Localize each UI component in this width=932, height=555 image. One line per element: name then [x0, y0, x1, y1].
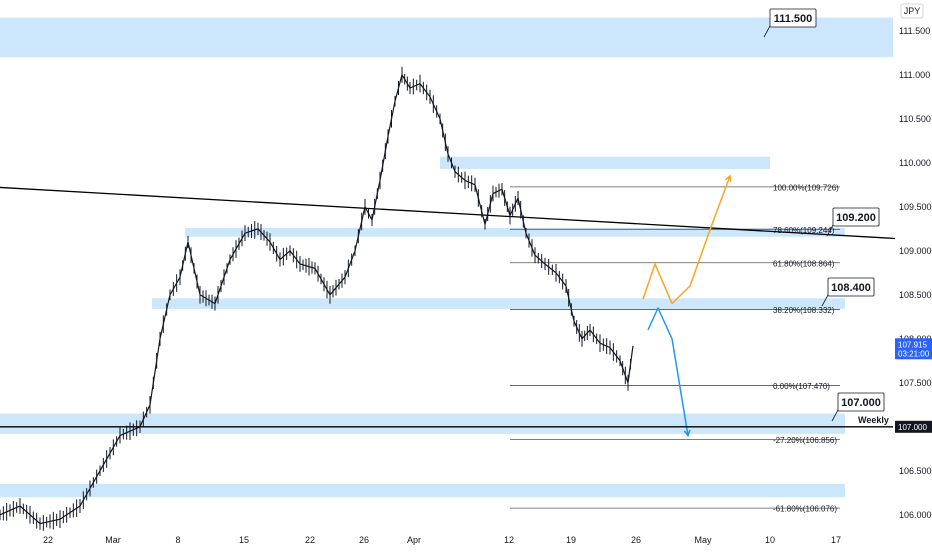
- x-tick-label: 8: [175, 535, 180, 545]
- y-tick-label: 110.500: [899, 114, 931, 124]
- callout-pointer: [763, 25, 771, 38]
- x-tick-label: 26: [631, 535, 641, 545]
- support-resistance-zone: [0, 413, 845, 434]
- callout-box: [827, 277, 875, 297]
- price-callout: 107.000: [831, 392, 885, 422]
- callout-box: [769, 8, 817, 28]
- callout-label: 109.200: [836, 212, 876, 224]
- zones-layer: [0, 17, 893, 498]
- fib-label: -61.80%(106.076): [773, 505, 837, 514]
- x-tick-label: Mar: [105, 535, 121, 545]
- weekly-label: Weekly: [858, 415, 889, 425]
- fib-label: 38.20%(108.332): [773, 306, 835, 315]
- price-callout: 111.500: [763, 8, 817, 38]
- fibonacci-layer: 100.00%(109.726) 78.60%(109.244) 61.80%(10…: [510, 183, 840, 514]
- y-axis[interactable]: 111.500 111.000 110.500 110.000 109.500 109.0…: [895, 26, 932, 520]
- weekly-price-tag: 107.000: [895, 420, 932, 433]
- projection-path: [642, 175, 731, 305]
- x-axis[interactable]: 22 Mar 8 15 22 26 Apr 12 19 26 May 10 17: [43, 535, 841, 545]
- projection-layer: [642, 174, 732, 438]
- callout-label: 107.000: [841, 397, 881, 409]
- y-tick-label: 106.000: [899, 510, 932, 520]
- x-tick-label: 12: [504, 535, 514, 545]
- x-tick-label: May: [694, 535, 712, 545]
- fib-label: -27.20%(106.856): [773, 436, 837, 445]
- price-series-layer: [0, 66, 634, 531]
- y-tick-label: 109.500: [899, 202, 932, 212]
- projection-arrowhead: [724, 174, 732, 183]
- current-price-box: [895, 338, 932, 360]
- current-price-label: 107.915: [898, 340, 927, 349]
- x-tick-label: 15: [239, 535, 249, 545]
- price-callout: 108.400: [821, 277, 875, 307]
- callout-pointer: [826, 224, 834, 237]
- trendline-layer: [0, 186, 896, 240]
- callout-label: 111.500: [774, 13, 813, 25]
- x-tick-label: 22: [305, 535, 315, 545]
- support-resistance-zone: [152, 298, 845, 309]
- callout-pointer: [831, 409, 839, 422]
- projection-arrowhead: [683, 429, 691, 438]
- y-tick-label: 106.500: [899, 466, 932, 476]
- y-tick-label: 110.000: [899, 158, 931, 168]
- weekly-tag-label: 107.000: [898, 423, 927, 432]
- support-resistance-zone: [440, 156, 770, 169]
- fib-label: 61.80%(108.864): [773, 259, 835, 268]
- fib-label: 0.00%(107.470): [773, 382, 830, 391]
- price-callout: 109.200: [826, 207, 880, 237]
- weekly-tag-box: [895, 420, 932, 433]
- x-tick-label: 19: [566, 535, 576, 545]
- fib-label: 100.00%(109.726): [773, 183, 839, 192]
- callout-label: 108.400: [831, 282, 871, 294]
- price-line: [0, 73, 634, 525]
- x-tick-label: Apr: [407, 535, 421, 545]
- countdown-label: 03:21:00: [898, 349, 930, 358]
- y-tick-label: 111.500: [899, 26, 930, 36]
- fib-label: 78.60%(109.244): [773, 226, 835, 235]
- callout-box: [832, 207, 880, 227]
- currency-badge: JPY: [900, 3, 924, 19]
- x-tick-label: 17: [831, 535, 841, 545]
- y-tick-label: 108.500: [899, 290, 932, 300]
- callout-pointer: [821, 294, 829, 307]
- trendline: [0, 186, 896, 240]
- currency-label: JPY: [904, 6, 921, 16]
- callout-box: [837, 392, 885, 412]
- x-tick-label: 10: [765, 535, 775, 545]
- projection-path: [647, 307, 689, 436]
- x-tick-label: 26: [359, 535, 369, 545]
- y-tick-label: 107.500: [899, 378, 932, 388]
- support-resistance-zone: [0, 484, 845, 498]
- support-resistance-zone: [185, 227, 845, 237]
- support-resistance-zone: [0, 17, 893, 58]
- x-tick-label: 22: [43, 535, 53, 545]
- callouts-layer: 111.500 109.200 108.400 107.000: [763, 8, 885, 422]
- y-tick-label: 109.000: [899, 246, 932, 256]
- y-tick-label: 111.000: [899, 70, 930, 80]
- weekly-level-layer: Weekly: [0, 415, 893, 428]
